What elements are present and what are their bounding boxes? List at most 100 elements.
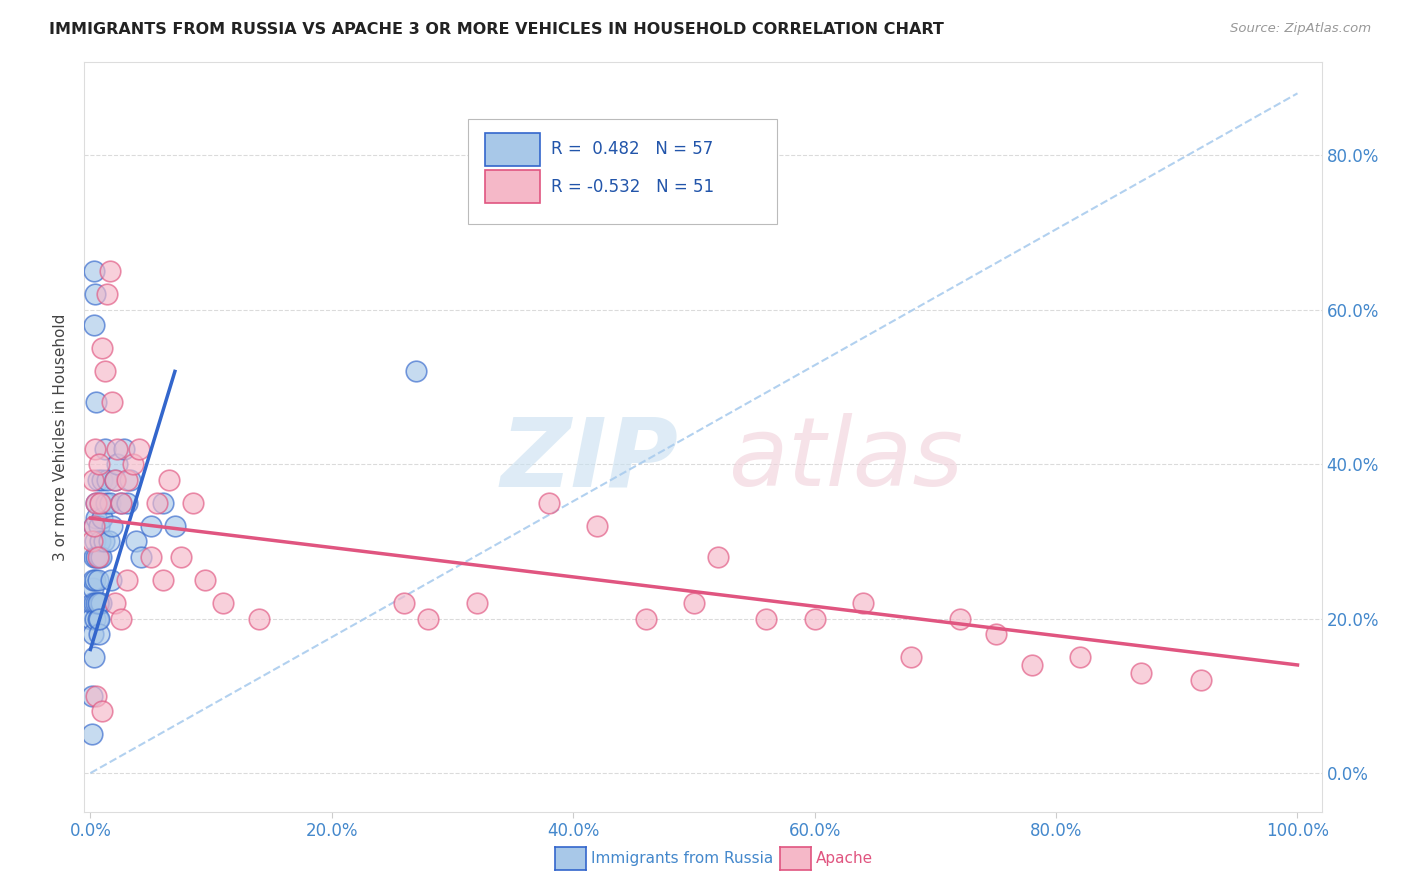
Point — [1069, 650, 1091, 665]
Point — [80, 612, 103, 626]
Point — [86, 549, 108, 564]
Point — [86, 511, 108, 525]
Point — [87, 519, 110, 533]
Point — [84, 573, 107, 587]
Text: ZIP: ZIP — [501, 413, 678, 506]
Point — [683, 596, 706, 610]
Point — [538, 496, 561, 510]
Point — [80, 596, 103, 610]
Point — [152, 496, 174, 510]
Point — [394, 596, 416, 610]
Point — [97, 534, 120, 549]
Point — [91, 473, 114, 487]
Point — [96, 287, 118, 301]
Point — [86, 573, 108, 587]
Point — [115, 473, 138, 487]
Text: R =  0.482   N = 57: R = 0.482 N = 57 — [551, 140, 713, 159]
Point — [105, 457, 128, 471]
Point — [110, 496, 132, 510]
FancyBboxPatch shape — [468, 119, 778, 224]
Point — [86, 395, 108, 409]
Point — [89, 496, 111, 510]
Point — [83, 519, 105, 533]
Point — [86, 612, 108, 626]
Point — [405, 364, 427, 378]
Point — [87, 627, 110, 641]
Point — [82, 581, 104, 595]
Point — [157, 473, 180, 487]
Text: Immigrants from Russia: Immigrants from Russia — [591, 852, 773, 866]
Point — [128, 442, 150, 456]
Point — [86, 473, 108, 487]
Text: IMMIGRANTS FROM RUSSIA VS APACHE 3 OR MORE VEHICLES IN HOUSEHOLD CORRELATION CHA: IMMIGRANTS FROM RUSSIA VS APACHE 3 OR MO… — [49, 22, 943, 37]
Point — [82, 473, 104, 487]
Point — [948, 612, 970, 626]
Point — [984, 627, 1007, 641]
Point — [83, 650, 105, 665]
Point — [84, 612, 107, 626]
Point — [120, 473, 142, 487]
Point — [90, 596, 112, 610]
Point — [634, 612, 657, 626]
Text: Source: ZipAtlas.com: Source: ZipAtlas.com — [1230, 22, 1371, 36]
FancyBboxPatch shape — [485, 170, 540, 203]
Point — [91, 341, 114, 355]
Y-axis label: 3 or more Vehicles in Household: 3 or more Vehicles in Household — [53, 313, 69, 561]
Point — [89, 534, 111, 549]
Point — [105, 442, 128, 456]
Point — [94, 442, 117, 456]
Point — [82, 573, 104, 587]
Point — [80, 727, 103, 741]
Point — [83, 519, 105, 533]
Point — [803, 612, 825, 626]
Point — [181, 496, 204, 510]
Point — [83, 596, 105, 610]
Point — [103, 473, 125, 487]
Point — [707, 549, 730, 564]
Point — [110, 496, 132, 510]
Point — [139, 519, 162, 533]
Point — [86, 496, 108, 510]
Point — [852, 596, 875, 610]
Point — [86, 689, 108, 703]
Point — [84, 534, 107, 549]
Text: Apache: Apache — [815, 852, 873, 866]
Point — [1129, 665, 1152, 680]
Point — [110, 612, 132, 626]
Point — [125, 534, 148, 549]
Point — [98, 496, 121, 510]
Point — [1189, 673, 1212, 688]
Point — [163, 519, 186, 533]
Point — [112, 442, 135, 456]
Point — [80, 534, 103, 549]
Point — [91, 511, 114, 525]
Point — [1021, 657, 1043, 672]
Point — [170, 549, 193, 564]
Point — [101, 519, 124, 533]
Point — [86, 596, 108, 610]
Point — [129, 549, 152, 564]
Point — [212, 596, 235, 610]
Point — [91, 704, 114, 718]
Text: R = -0.532   N = 51: R = -0.532 N = 51 — [551, 178, 714, 196]
FancyBboxPatch shape — [485, 133, 540, 166]
Point — [84, 287, 107, 301]
Point — [94, 364, 117, 378]
Point — [103, 473, 125, 487]
Point — [87, 596, 110, 610]
Point — [465, 596, 488, 610]
Point — [86, 596, 108, 610]
Point — [87, 549, 110, 564]
Point — [247, 612, 270, 626]
Point — [80, 689, 103, 703]
Point — [83, 549, 105, 564]
Point — [101, 395, 124, 409]
Text: atlas: atlas — [728, 413, 963, 506]
Point — [194, 573, 217, 587]
Point — [115, 496, 138, 510]
Point — [86, 549, 108, 564]
Point — [86, 496, 108, 510]
Point — [152, 573, 174, 587]
Point — [83, 318, 105, 332]
Point — [139, 549, 162, 564]
